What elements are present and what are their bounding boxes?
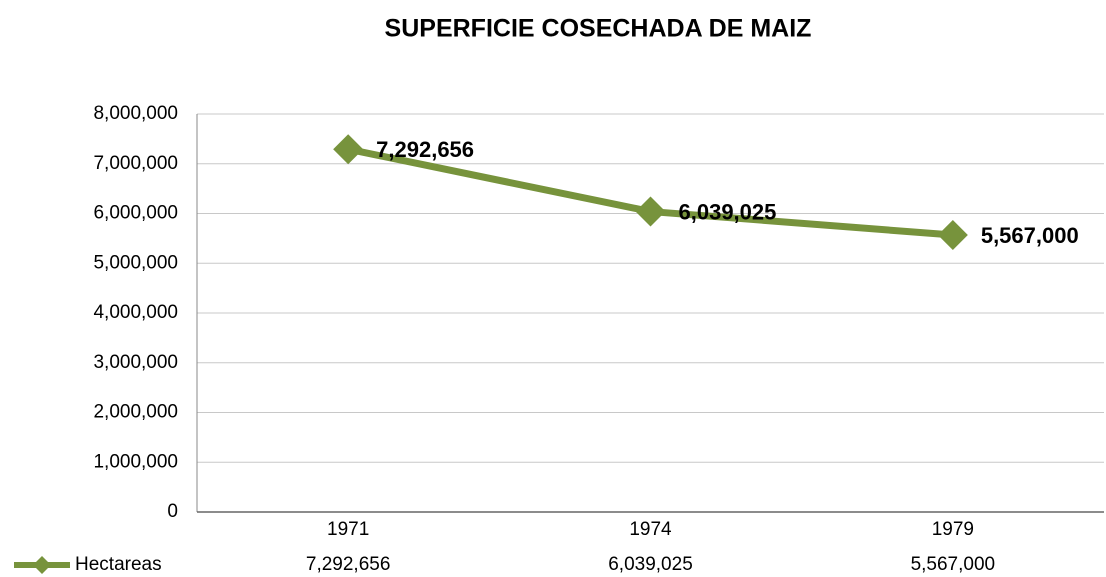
y-tick-label: 6,000,000: [93, 203, 178, 224]
chart-title: SUPERFICIE COSECHADA DE MAIZ: [385, 15, 812, 43]
point-marker: [635, 196, 666, 227]
point-marker: [333, 134, 364, 165]
data-label: 6,039,025: [679, 199, 777, 224]
y-tick-label: 7,000,000: [93, 153, 178, 174]
y-tick-label: 3,000,000: [93, 352, 178, 373]
legend-label: Hectareas: [75, 554, 162, 575]
legend-marker: [33, 556, 51, 574]
y-tick-label: 8,000,000: [93, 103, 178, 124]
data-label: 7,292,656: [376, 137, 474, 162]
table-value: 7,292,656: [306, 554, 391, 575]
y-tick-label: 0: [167, 501, 178, 522]
y-tick-label: 4,000,000: [93, 302, 178, 323]
x-tick-label: 1971: [327, 519, 369, 540]
x-tick-label: 1974: [629, 519, 672, 540]
data-label: 5,567,000: [981, 223, 1079, 248]
y-tick-label: 5,000,000: [93, 252, 178, 273]
x-tick-label: 1979: [932, 519, 974, 540]
y-tick-label: 2,000,000: [93, 402, 178, 423]
table-value: 6,039,025: [608, 554, 693, 575]
point-marker: [937, 220, 968, 251]
table-value: 5,567,000: [911, 554, 996, 575]
y-tick-label: 1,000,000: [93, 451, 178, 472]
